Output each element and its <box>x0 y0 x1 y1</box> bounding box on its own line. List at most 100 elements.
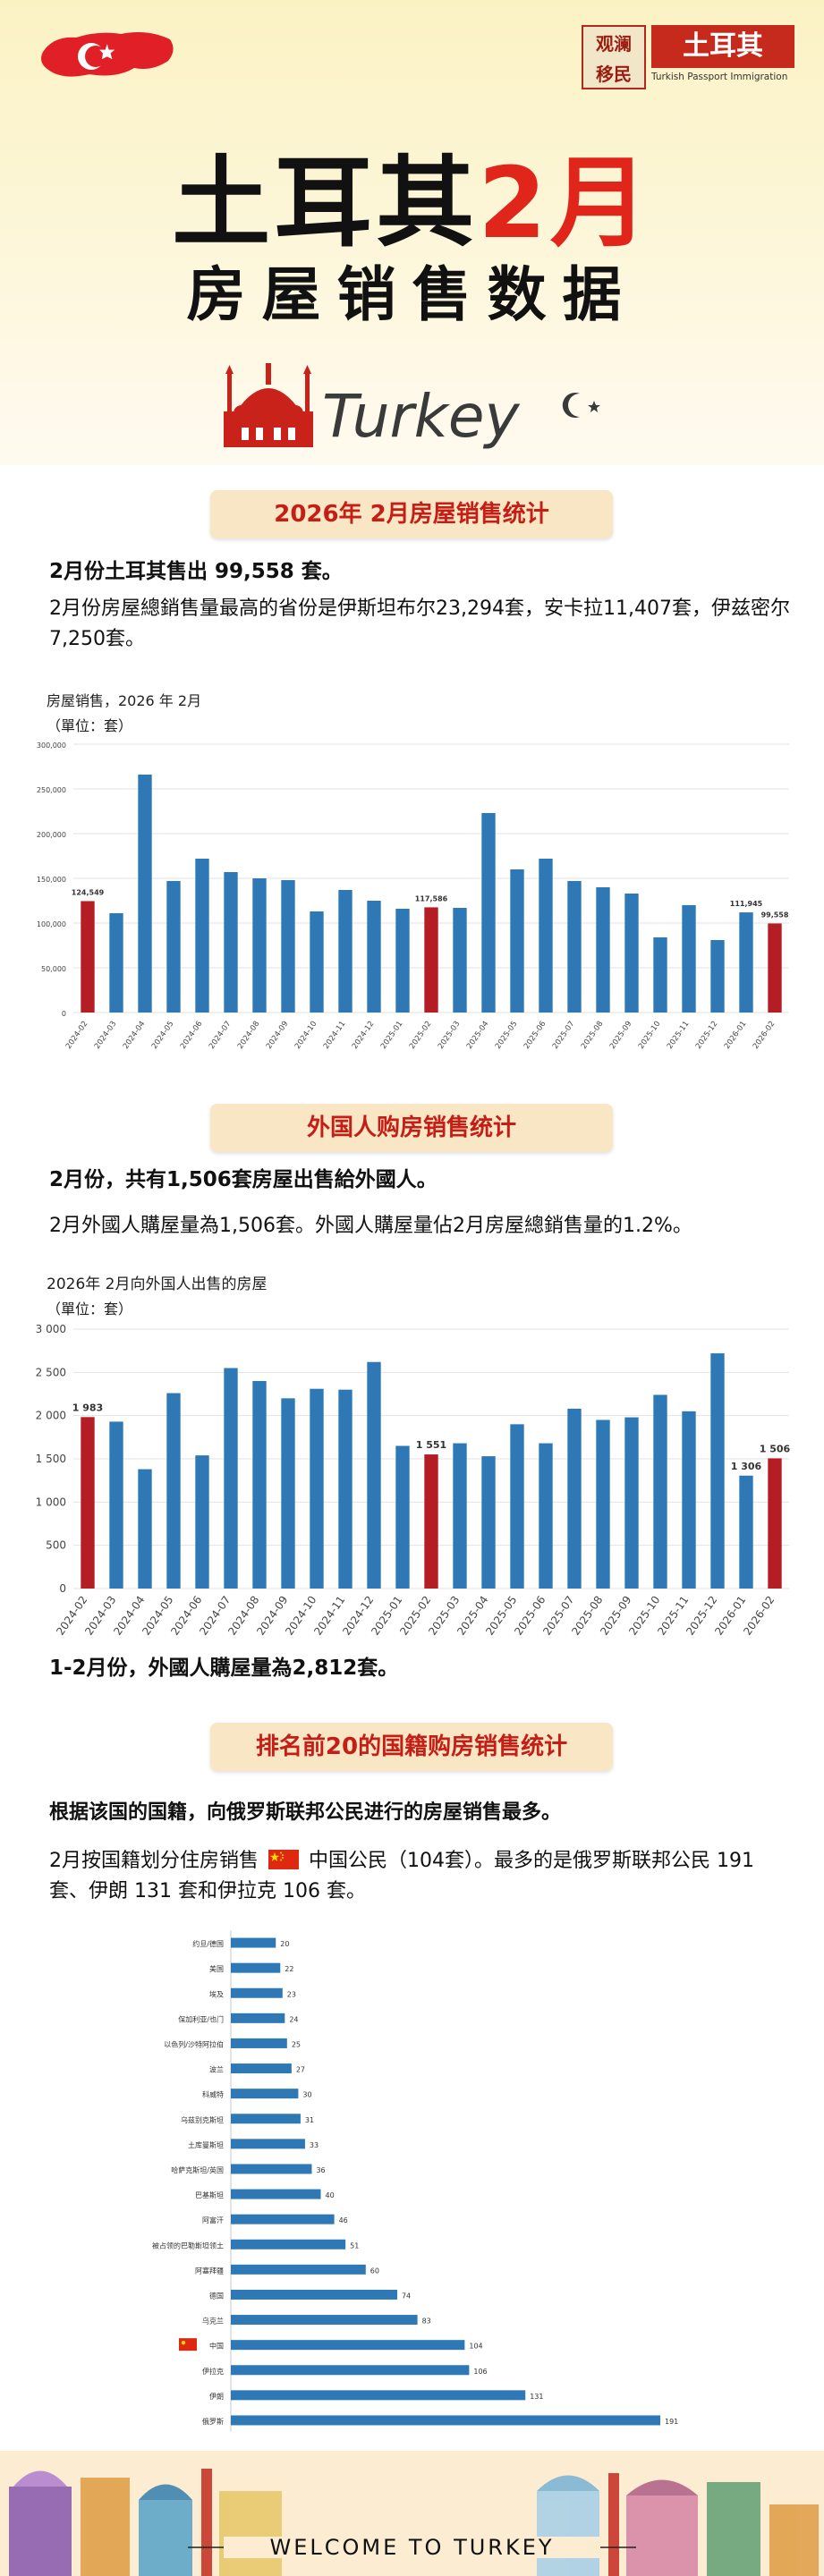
turkey-map-flag-icon <box>41 32 174 77</box>
bar-2025-08 <box>596 1419 610 1589</box>
bar-2024-04 <box>138 1469 152 1589</box>
x-tick-label: 2025-12 <box>694 1020 720 1051</box>
y-tick-label: 300,000 <box>37 741 66 750</box>
value-label: 83 <box>422 2318 431 2326</box>
category-label: 埃及 <box>209 1989 224 1998</box>
foreign-sales-text: 2月份，共有1,506套房屋出售給外國人。 <box>49 1168 437 1191</box>
x-tick-label: 2024-11 <box>322 1020 348 1051</box>
category-label: 德国 <box>209 2291 224 2300</box>
data-label-2025-02: 117,586 <box>415 894 448 902</box>
x-tick-label: 2024-08 <box>236 1020 262 1051</box>
x-tick-label: 2026-02 <box>752 1020 777 1051</box>
y-tick-label: 150,000 <box>37 876 66 884</box>
nationality-detail-text: 2月按国籍划分住房销售 中国公民（104套）。最多的是俄罗斯联邦公民 191 套… <box>49 1846 792 1907</box>
x-tick-label: 2025-10 <box>637 1020 663 1051</box>
x-tick-label: 2025-09 <box>608 1020 634 1051</box>
data-label-2026-02: 1 506 <box>760 1443 791 1454</box>
bar-2025-05 <box>510 1424 524 1589</box>
bar-巴基斯坦 <box>231 2189 321 2199</box>
china-flag-icon <box>179 2338 197 2351</box>
y-tick-label: 0 <box>62 1010 66 1018</box>
chart2-title: 2026年 2月向外国人出售的房屋 <box>47 1275 268 1293</box>
bar-土库曼斯坦 <box>231 2139 305 2149</box>
bar-2025-11 <box>682 1411 696 1589</box>
bar-2025-09 <box>624 894 639 1013</box>
value-label: 131 <box>530 2393 543 2401</box>
x-tick-label: 2025-01 <box>379 1020 405 1051</box>
category-label: 哈萨克斯坦/英国 <box>171 2165 224 2174</box>
category-label: 中国 <box>209 2342 224 2351</box>
category-label: 乌克兰 <box>202 2317 224 2326</box>
bar-2025-09 <box>624 1417 639 1589</box>
category-label: 巴基斯坦 <box>195 2190 224 2199</box>
value-label: 46 <box>339 2216 348 2224</box>
x-tick-label: 2024-05 <box>150 1020 176 1051</box>
category-label: 乌兹别克斯坦 <box>181 2115 224 2124</box>
bar-2024-12 <box>367 901 381 1013</box>
value-label: 40 <box>326 2191 335 2199</box>
bar-2026-02 <box>768 923 782 1013</box>
bar-以色列/沙特阿拉伯 <box>231 2038 287 2048</box>
section-title-foreign-sales: 外国人购房销售统计 <box>210 1104 613 1152</box>
bar-2025-02 <box>424 907 438 1013</box>
title-month: 2月 <box>478 146 652 260</box>
y-tick-label: 2 000 <box>36 1410 66 1422</box>
data-label-2026-01: 111,945 <box>730 900 763 908</box>
value-label: 36 <box>316 2166 325 2174</box>
data-label-2024-02: 124,549 <box>72 888 105 896</box>
bar-乌克兰 <box>231 2315 418 2326</box>
bar-美国 <box>231 1962 281 1973</box>
bar-2026-01 <box>739 1475 753 1589</box>
nationality-lead-text: 根据该国的国籍，向俄罗斯联邦公民进行的房屋销售最多。 <box>49 1801 562 1824</box>
bar-2025-03 <box>453 1443 467 1589</box>
section-title-house-sales: 2026年 2月房屋销售统计 <box>210 490 613 538</box>
bar-2025-06 <box>539 859 553 1013</box>
x-tick-label: 2024-04 <box>122 1020 148 1051</box>
bar-2024-06 <box>195 1455 209 1589</box>
y-tick-label: 2 500 <box>36 1366 66 1378</box>
chart1-title: 房屋销售，2026 年 2月 <box>47 692 202 709</box>
bar-2024-09 <box>281 880 295 1013</box>
data-label-2026-02: 99,558 <box>761 911 789 919</box>
bar-2024-02 <box>81 901 95 1013</box>
data-label-2024-02: 1 983 <box>72 1402 103 1413</box>
nationality-detail-rest: 中国公民（104套）。最多的是俄罗斯联邦公民 191 套、伊朗 131 套和伊拉… <box>49 1850 754 1902</box>
y-tick-label: 50,000 <box>41 965 66 973</box>
bar-2025-04 <box>481 1456 496 1589</box>
y-tick-label: 100,000 <box>37 920 66 928</box>
bar-阿塞拜疆 <box>231 2264 366 2275</box>
y-tick-label: 1 500 <box>36 1453 66 1465</box>
bar-2024-06 <box>195 859 209 1013</box>
bar-2025-08 <box>596 887 610 1013</box>
value-label: 20 <box>280 1940 289 1948</box>
bar-被占领的巴勒斯坦领土 <box>231 2239 346 2250</box>
bar-2025-01 <box>395 1445 410 1589</box>
bar-2024-09 <box>281 1398 295 1589</box>
value-label: 22 <box>285 1965 293 1973</box>
category-label: 被占领的巴勒斯坦领土 <box>152 2241 224 2250</box>
bar-科威特 <box>231 2089 299 2099</box>
bar-2024-07 <box>224 1368 238 1589</box>
brand-logo: 观澜移民 土耳其 Turkish Passport Immigration <box>582 25 796 89</box>
y-tick-label: 200,000 <box>37 831 66 839</box>
bar-阿富汗 <box>231 2214 335 2224</box>
foreign-share-text: 2月外國人購屋量為1,506套。外國人購屋量佔2月房屋總銷售量的1.2%。 <box>49 1215 692 1237</box>
bar-2024-02 <box>81 1417 95 1589</box>
footer-welcome-text: WELCOME TO TURKEY <box>269 2535 554 2560</box>
category-label: 伊朗 <box>209 2392 224 2401</box>
y-tick-label: 0 <box>59 1582 66 1595</box>
value-label: 191 <box>665 2418 678 2426</box>
value-label: 31 <box>305 2116 314 2124</box>
bar-中国 <box>231 2340 465 2351</box>
bar-2025-04 <box>481 813 496 1013</box>
bar-2024-08 <box>252 1381 267 1589</box>
footer-banner: WELCOME TO TURKEY <box>0 2451 824 2576</box>
category-label: 美国 <box>209 1964 224 1973</box>
logo-seal: 观澜移民 <box>582 25 646 89</box>
y-tick-label: 500 <box>46 1539 66 1552</box>
x-tick-label: 2025-02 <box>408 1020 434 1051</box>
nationality-detail-prefix: 2月按国籍划分住房销售 <box>49 1850 259 1872</box>
jan-feb-foreign-text: 1-2月份，外國人購屋量為2,812套。 <box>49 1657 399 1680</box>
value-label: 104 <box>469 2343 482 2351</box>
